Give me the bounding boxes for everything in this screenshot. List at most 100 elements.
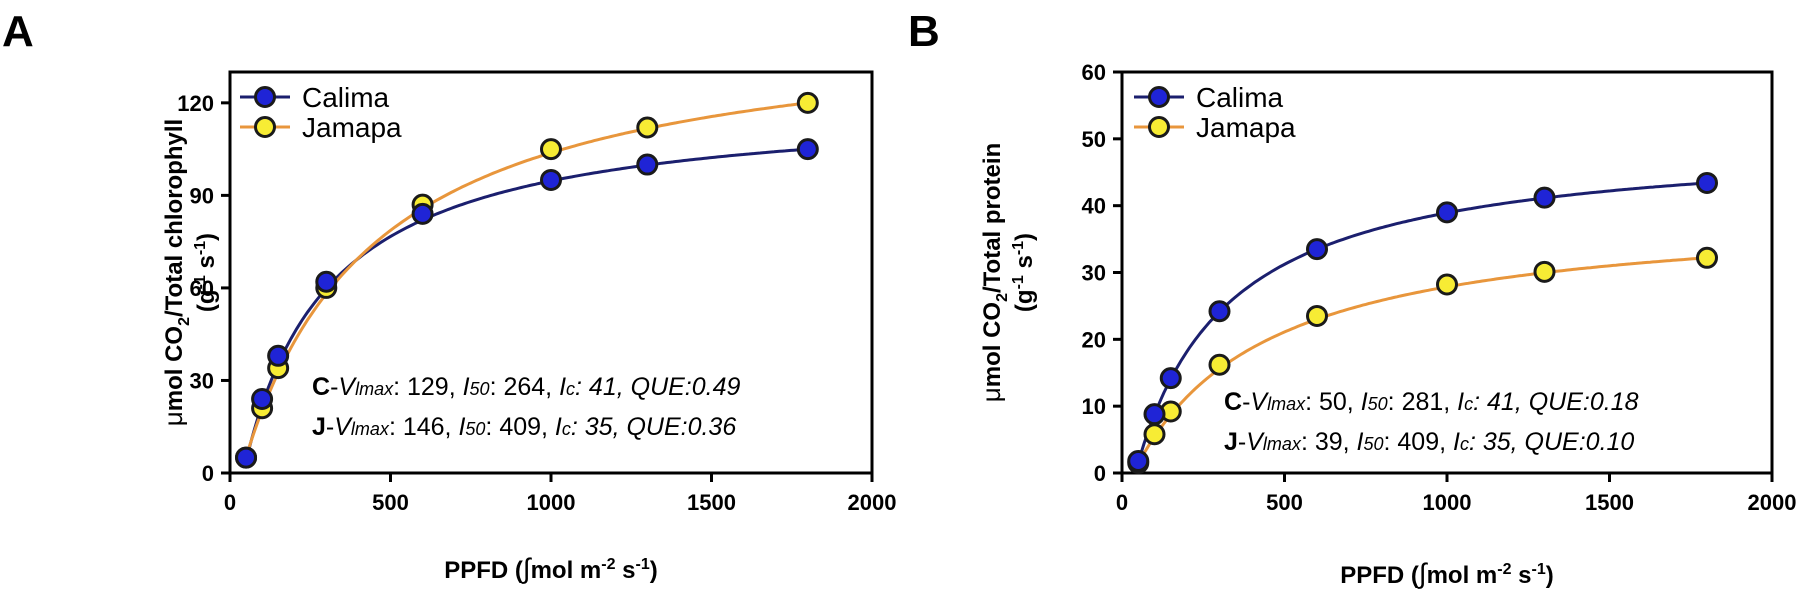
annot-dash: -	[330, 373, 338, 401]
annot-dash: -	[1242, 388, 1250, 416]
ylabel-text: mol CO	[979, 302, 1006, 387]
xlabel-main: PPFD (	[444, 557, 523, 584]
y-tick-label: 40	[1082, 194, 1106, 219]
series-line-jamapa	[1136, 256, 1708, 465]
ylabel-sub: 2	[176, 317, 193, 326]
legend-label-calima: Calima	[1196, 82, 1284, 113]
annot-isub: 50	[1363, 434, 1383, 454]
annot-ic: I	[1457, 388, 1464, 416]
annot-i: I	[1357, 428, 1364, 456]
data-point-jamapa	[796, 91, 819, 114]
y-axis-title: μmol CO2/Total protein	[976, 143, 1011, 402]
x-tick-label: 1500	[1585, 490, 1634, 515]
data-point-calima	[1159, 367, 1182, 390]
y-tick-label: 120	[177, 91, 214, 116]
data-point-jamapa	[1696, 246, 1718, 269]
y-tick-label: 60	[1082, 60, 1106, 85]
annot-sep: : 129,	[393, 373, 463, 401]
legend-marker-jamapa	[254, 116, 276, 138]
ylabel-text: /Total chlorophyll	[161, 119, 188, 317]
data-point-calima	[411, 202, 434, 225]
legend-label-jamapa: Jamapa	[302, 112, 402, 143]
data-point-calima	[1127, 449, 1150, 472]
y-tick-label: 60	[190, 276, 214, 301]
annot-vsub: lmax	[355, 379, 394, 399]
x-tick-label: 1500	[687, 490, 736, 515]
annot-vsub: lmax	[351, 419, 390, 439]
annot-v: V	[1246, 428, 1265, 456]
xlabel-exp: -2	[1497, 561, 1511, 578]
data-point-calima	[540, 168, 562, 191]
data-point-calima	[1143, 403, 1166, 426]
panel-b: B 0 500 1000 1500 2000 0 10 20 30 40 50 60 CalimaJama…	[908, 7, 1796, 589]
annot-rest: : 35, QUE:0.10	[1469, 428, 1634, 456]
annot-sep: : 409,	[485, 413, 555, 441]
y-axis-title: μmol CO2/Total chlorophyll	[158, 119, 193, 426]
annot-ic: I	[1453, 428, 1460, 456]
y-axis-units: (g-1 s-1)	[192, 233, 220, 312]
annot-sep: : 264,	[490, 373, 560, 401]
ylabel-exp: -1	[1010, 275, 1027, 289]
x-tick-label: 1000	[1423, 490, 1472, 515]
y-axis-units: (g-1 s-1)	[1010, 233, 1038, 312]
y-tick-label: 0	[1094, 461, 1106, 486]
ylabel-text: mol CO	[161, 326, 188, 411]
ylabel-exp: -1	[1010, 241, 1027, 255]
annot-v: V	[1250, 388, 1269, 416]
data-point-jamapa	[1533, 260, 1556, 283]
xlabel-mu: ∫	[521, 553, 533, 584]
data-point-calima	[1436, 201, 1458, 224]
annot-sep: : 50,	[1305, 388, 1361, 416]
data-point-jamapa	[1143, 423, 1166, 446]
annot-cultivar: C	[1224, 388, 1242, 416]
x-tick-label: 0	[224, 490, 236, 515]
annot-sep: : 146,	[389, 413, 459, 441]
x-tick-label: 1000	[527, 490, 576, 515]
annot-cultivar: J	[1224, 428, 1238, 456]
ylabel-units: )	[193, 233, 220, 241]
annotation-line: C-Vlmax: 50, I50: 281, Ic: 41, QUE:0.18	[1224, 388, 1639, 416]
y-tick-label: 30	[190, 368, 214, 393]
x-tick-label: 500	[1266, 490, 1303, 515]
annot-dash: -	[326, 413, 334, 441]
x-axis-title: PPFD (∫mol m-2 s-1)	[1340, 558, 1554, 589]
x-tick-label: 2000	[1748, 490, 1797, 515]
xlabel-close: )	[1546, 562, 1554, 589]
ylabel-text: /Total protein	[979, 143, 1006, 293]
series-line-calima	[1136, 181, 1708, 464]
y-tick-label: 50	[1082, 127, 1106, 152]
annot-ic: I	[555, 413, 562, 441]
annot-i: I	[463, 373, 470, 401]
xlabel-mu: ∫	[1417, 558, 1429, 589]
annot-isub: 50	[470, 379, 490, 399]
data-point-jamapa	[636, 116, 659, 139]
annot-sep: : 39,	[1301, 428, 1357, 456]
annot-rest: : 35, QUE:0.36	[571, 413, 736, 441]
data-point-calima	[1208, 300, 1231, 323]
xlabel-main: PPFD (	[1340, 562, 1419, 589]
x-tick-label: 500	[372, 490, 409, 515]
annot-isub: 50	[465, 419, 485, 439]
x-tick-label: 0	[1116, 490, 1128, 515]
data-point-jamapa	[540, 138, 562, 161]
legend-label-calima: Calima	[302, 82, 390, 113]
data-point-calima	[251, 387, 274, 410]
annot-sep: : 409,	[1384, 428, 1454, 456]
annot-dash: -	[1238, 428, 1246, 456]
ylabel-mu: μ	[976, 387, 1006, 402]
y-tick-label: 0	[202, 461, 214, 486]
ylabel-units: (g	[193, 289, 220, 312]
data-point-jamapa	[1306, 304, 1328, 327]
data-point-calima	[267, 344, 290, 367]
series-line-calima	[244, 147, 808, 462]
data-point-calima	[235, 446, 258, 469]
data-point-calima	[796, 138, 819, 161]
xlabel-unit: s	[1512, 562, 1532, 589]
annot-icsub: c	[562, 419, 571, 439]
legend-marker-jamapa	[1148, 116, 1170, 138]
annot-vsub: lmax	[1267, 394, 1306, 414]
legend-marker-calima	[1148, 86, 1170, 108]
legend-marker-calima	[254, 86, 276, 108]
xlabel-close: )	[650, 557, 658, 584]
